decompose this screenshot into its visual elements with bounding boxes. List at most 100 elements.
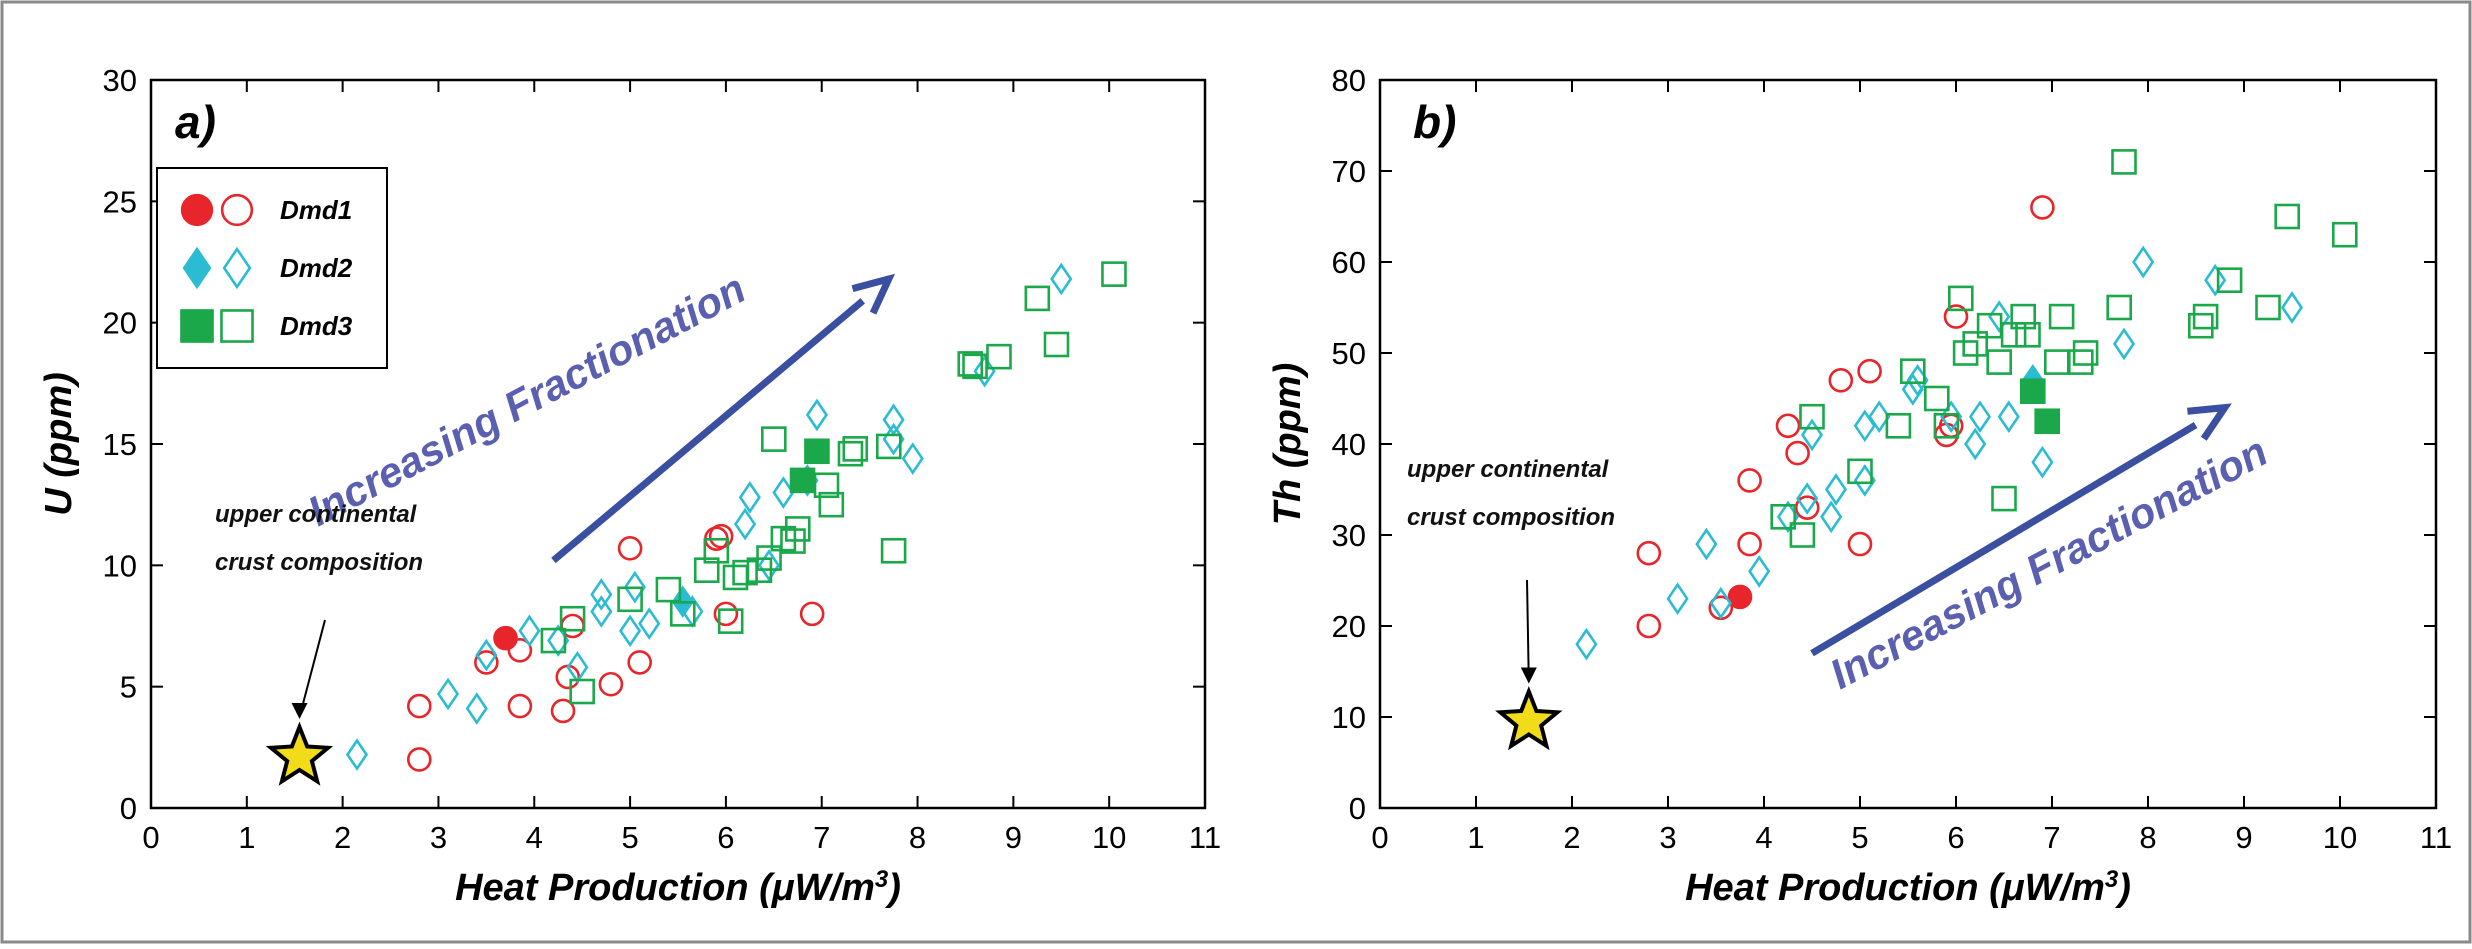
y-tick-label: 70	[1332, 154, 1366, 189]
data-point-dmd1-open	[1794, 495, 1820, 521]
data-point-dmd3-open	[880, 537, 907, 564]
data-point-dmd3-open	[1952, 340, 1979, 366]
y-tick-label: 40	[1332, 427, 1366, 462]
annotation-arrow-head	[1520, 667, 1537, 684]
data-point-dmd3-open	[2111, 149, 2137, 175]
data-point-dmd2-open	[1709, 586, 1732, 620]
data-point-dmd2-open	[805, 398, 829, 432]
x-axis-label-main: Heat Production (μW/m	[455, 867, 875, 909]
data-point-dmd2-open	[1853, 409, 1876, 443]
fractionation-arrow-shaft	[551, 298, 866, 564]
data-point-dmd2-open	[1050, 262, 1073, 296]
y-tick-label: 10	[103, 548, 137, 583]
data-point-dmd2-open	[1575, 627, 1598, 661]
data-point-dmd3-open	[1847, 458, 1873, 485]
data-point-dmd3-open	[2072, 340, 2099, 366]
data-point-dmd2-open	[1800, 418, 1824, 452]
y-tick-label: 50	[1332, 336, 1366, 371]
data-point-dmd1-open	[713, 601, 739, 627]
x-tick-label: 9	[1005, 820, 1022, 855]
data-point-dmd3-open	[1024, 285, 1051, 312]
data-point-dmd3-open	[1900, 358, 1926, 385]
data-point-dmd3-open	[2048, 303, 2075, 330]
data-point-dmd3-filled	[789, 467, 816, 494]
annotation-arrow-head	[291, 703, 308, 720]
y-axis-label-main: Th	[1267, 479, 1309, 525]
data-point-dmd2-open	[1666, 582, 1689, 616]
data-point-dmd3-open	[703, 537, 730, 564]
x-tick-label: 5	[621, 820, 638, 855]
data-point-dmd2-open	[619, 614, 642, 648]
data-point-dmd2-open	[2031, 445, 2054, 479]
x-tick-label: 4	[1755, 820, 1772, 855]
data-point-dmd1-open	[708, 523, 734, 549]
data-point-dmd3-open	[2216, 267, 2243, 294]
data-point-dmd3-open	[957, 351, 984, 377]
data-point-dmd2-open	[2280, 291, 2304, 324]
x-tick-label: 7	[2043, 820, 2060, 855]
data-point-dmd3-open	[1924, 385, 1950, 412]
data-point-dmd1-open	[617, 536, 643, 561]
y-tick-label: 80	[1332, 63, 1366, 98]
legend-marker-filled	[180, 309, 214, 343]
x-axis-label-superscript: 3	[2105, 866, 2119, 893]
data-point-dmd3-open	[1948, 285, 1974, 312]
fractionation-arrow-shaft	[1810, 421, 2198, 657]
y-tick-label: 60	[1332, 245, 1366, 280]
data-point-dmd3-filled	[2020, 378, 2046, 405]
data-point-dmd2-open	[734, 507, 757, 541]
data-point-dmd1-open	[1737, 468, 1762, 493]
y-axis-label: U (ppm)	[38, 372, 80, 516]
data-point-dmd3-open	[1101, 261, 1127, 287]
panel-label: a)	[175, 96, 216, 148]
fractionation-arrow-head	[851, 273, 896, 315]
data-point-dmd3-open	[842, 436, 869, 462]
x-tick-label: 7	[813, 820, 830, 855]
x-tick-label: 9	[2235, 820, 2252, 855]
data-point-dmd3-open	[1885, 412, 1912, 439]
x-tick-label: 11	[1189, 820, 1221, 855]
x-axis-label-main: Heat Production (μW/m	[1685, 867, 2105, 909]
legend-label: Dmd2	[280, 253, 353, 283]
x-axis-label-close: )	[884, 867, 901, 909]
data-point-dmd1-open	[1943, 304, 1969, 329]
data-point-dmd3-open	[540, 627, 567, 654]
data-point-dmd1-open	[1828, 367, 1854, 393]
data-point-dmd2-open	[1796, 482, 1819, 515]
data-point-dmd3-open	[1799, 403, 1825, 430]
data-point-dmd3-open	[2192, 303, 2219, 330]
y-axis-label: Th (ppm)	[1267, 363, 1309, 526]
x-tick-label: 2	[334, 820, 351, 855]
data-point-dmd3-open	[2068, 349, 2094, 375]
data-point-dmd3-open	[2255, 294, 2281, 321]
data-point-dmd2-open	[1748, 555, 1771, 588]
data-point-dmd2-open	[1997, 400, 2020, 434]
data-point-dmd3-filled	[2034, 408, 2060, 435]
y-axis-label-unit: (ppm)	[38, 372, 80, 488]
y-tick-label: 0	[1349, 791, 1366, 826]
data-point-dmd1-open	[507, 637, 533, 663]
data-point-dmd3-open	[2000, 321, 2027, 348]
data-point-dmd3-open	[761, 426, 787, 452]
data-point-dmd3-open	[732, 559, 758, 586]
annotation-arrow-line	[298, 619, 326, 718]
data-point-dmd3-open	[1770, 503, 1796, 530]
x-tick-label: 3	[1659, 820, 1676, 855]
y-tick-label: 25	[103, 184, 137, 219]
panel-label: b)	[1413, 96, 1456, 148]
data-point-dmd1-open	[406, 693, 432, 719]
x-tick-label: 10	[2323, 820, 2357, 855]
data-point-dmd1-open	[1737, 531, 1762, 557]
x-tick-label: 2	[1563, 820, 1580, 855]
annotation-line-1: upper continental	[215, 501, 418, 528]
data-point-dmd3-open	[2188, 312, 2214, 339]
data-point-dmd2-open	[1868, 400, 1891, 434]
data-point-dmd2-open	[1988, 300, 2011, 333]
legend-marker-filled	[180, 193, 214, 227]
data-point-dmd1-open	[507, 693, 533, 719]
data-point-dmd1-open	[550, 698, 576, 724]
legend-marker-open	[222, 246, 252, 290]
data-point-dmd2-open	[2204, 263, 2227, 297]
data-point-dmd2-open	[623, 570, 646, 604]
